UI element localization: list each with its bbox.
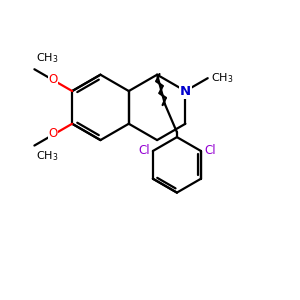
Text: CH$_3$: CH$_3$ xyxy=(36,52,59,65)
Text: Cl: Cl xyxy=(204,143,215,157)
Text: Cl: Cl xyxy=(138,143,150,157)
Text: CH$_3$: CH$_3$ xyxy=(211,71,233,85)
Text: N: N xyxy=(180,85,191,98)
Text: O: O xyxy=(49,73,58,86)
Text: O: O xyxy=(49,127,58,140)
Text: CH$_3$: CH$_3$ xyxy=(36,149,59,163)
